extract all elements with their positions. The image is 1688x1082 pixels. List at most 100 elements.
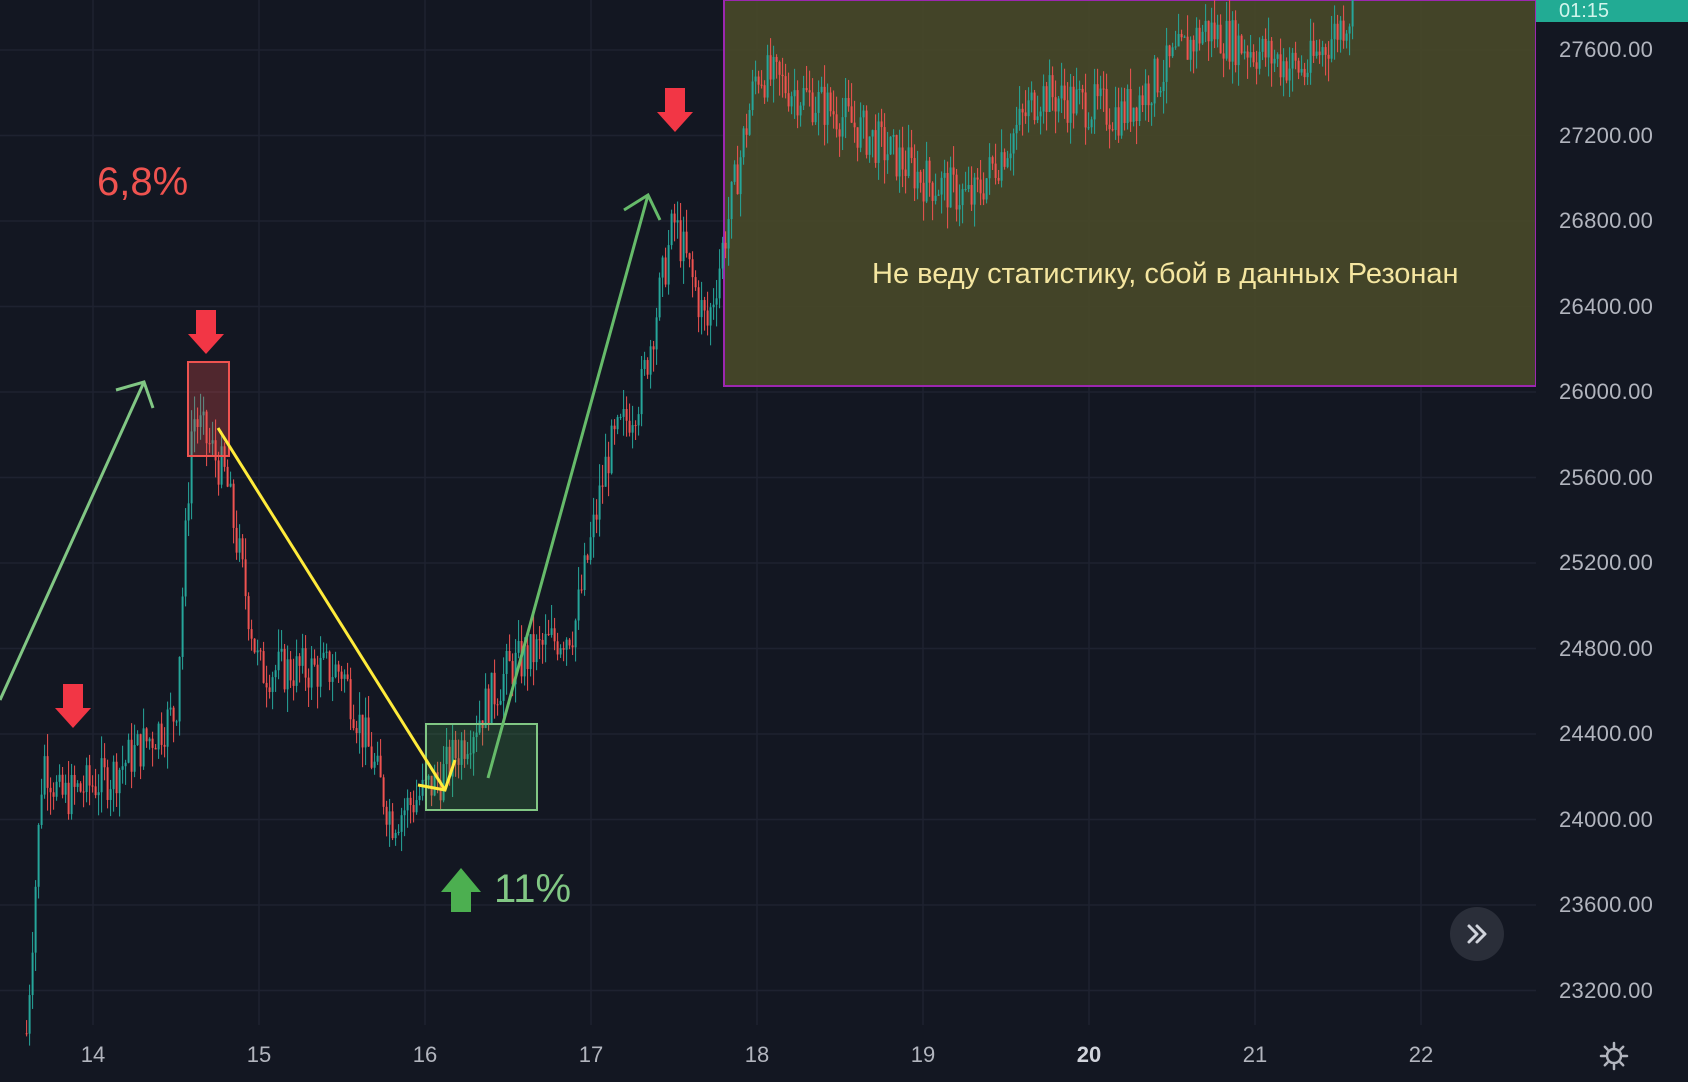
candle-body: [1150, 103, 1153, 106]
candle-body: [280, 648, 283, 652]
candle-body: [850, 106, 853, 123]
price-tick-label: 24000.00: [1559, 806, 1654, 832]
price-tick-label: 27600.00: [1559, 37, 1654, 62]
candle-body: [172, 707, 175, 722]
candle-body: [1312, 40, 1315, 56]
candle-body: [466, 754, 469, 759]
candle-body: [670, 213, 673, 246]
candle-body: [748, 110, 751, 135]
candle-body: [97, 792, 100, 796]
candle-body: [883, 127, 886, 161]
candle-body: [616, 417, 619, 430]
candle-body: [766, 55, 769, 98]
candle-body: [619, 416, 622, 418]
candle-body: [373, 761, 376, 768]
candle-body: [1045, 86, 1048, 112]
candle-body: [457, 758, 460, 765]
candle-body: [1087, 127, 1090, 129]
candle-body: [1027, 100, 1030, 117]
candle-body: [367, 717, 370, 747]
candle-body: [709, 307, 712, 326]
candle-body: [658, 277, 661, 318]
arrow-down-icon: [188, 310, 224, 354]
candle-body: [493, 672, 496, 705]
candle-body: [745, 128, 748, 135]
price-axis[interactable]: 27600.00 27200.00 26800.00 26400.00 26000.00…: [1536, 0, 1688, 1082]
candle-body: [787, 93, 790, 107]
candle-body: [463, 740, 466, 759]
candle-body: [100, 758, 103, 793]
candle-body: [922, 182, 925, 202]
candle-body: [1282, 61, 1285, 78]
candle-body: [505, 651, 508, 674]
chart-settings-button[interactable]: [1598, 1040, 1630, 1072]
candle-body: [427, 775, 430, 780]
candle-body: [136, 734, 139, 746]
candle-body: [355, 728, 358, 734]
candle-body: [1009, 153, 1012, 159]
candle-body: [448, 746, 451, 777]
candle-body: [1258, 51, 1261, 69]
price-tick-label: 26000.00: [1559, 379, 1654, 404]
candle-body: [1162, 81, 1165, 92]
candle-body: [778, 61, 781, 75]
candle-body: [1138, 95, 1141, 122]
scroll-to-realtime-button[interactable]: [1450, 907, 1504, 961]
candle-body: [757, 76, 760, 85]
candle-body: [535, 639, 538, 663]
candle-body: [1189, 39, 1192, 60]
candle-body: [64, 782, 67, 795]
candle-body: [1072, 86, 1075, 114]
candle-body: [1102, 88, 1105, 90]
candle-body: [1129, 89, 1132, 122]
time-tick-label: 19: [910, 1042, 936, 1067]
candle-body: [955, 174, 958, 210]
candle-body: [406, 797, 409, 811]
candle-body: [277, 651, 280, 671]
candle-body: [1285, 61, 1288, 81]
candle-body: [1096, 84, 1099, 97]
candle-body: [1135, 107, 1138, 122]
candle-body: [577, 589, 580, 621]
candle-body: [271, 677, 274, 693]
candle-body: [268, 687, 271, 693]
candle-body: [652, 346, 655, 350]
candle-body: [1084, 92, 1087, 128]
candle-body: [859, 117, 862, 148]
candle-body: [475, 732, 478, 738]
candle-body: [1261, 38, 1264, 52]
candle-body: [688, 253, 691, 260]
candle-body: [1144, 83, 1147, 106]
candle-body: [322, 652, 325, 658]
candle-body: [952, 167, 955, 175]
candle-body: [676, 220, 679, 223]
candle-body: [1126, 89, 1129, 123]
time-tick-label: 18: [744, 1042, 770, 1067]
candle-body: [1120, 101, 1123, 136]
candle-body: [1075, 89, 1078, 114]
candle-body: [304, 648, 307, 678]
candle-body: [70, 774, 73, 815]
candle-body: [1153, 58, 1156, 104]
candle-body: [1315, 51, 1318, 56]
candle-body: [631, 425, 634, 433]
candle-body: [1171, 47, 1174, 57]
candle-body: [910, 147, 913, 159]
candle-body: [181, 596, 184, 657]
candle-body: [349, 679, 352, 720]
candle-body: [34, 886, 37, 953]
candle-body: [358, 714, 361, 734]
candle-body: [715, 298, 718, 305]
candle-body: [166, 709, 169, 747]
candle-body: [826, 92, 829, 125]
candle-body: [793, 90, 796, 97]
candle-body: [160, 723, 163, 745]
candle-body: [229, 483, 232, 487]
candle-body: [1309, 40, 1312, 73]
candle-body: [1051, 75, 1054, 98]
candle-body: [1105, 88, 1108, 125]
candle-body: [343, 674, 346, 679]
candle-body: [721, 242, 724, 269]
candle-body: [1336, 23, 1339, 40]
